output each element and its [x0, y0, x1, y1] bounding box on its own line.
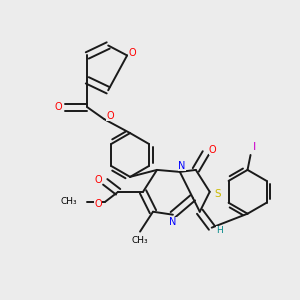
Text: O: O — [94, 175, 102, 185]
Text: O: O — [55, 102, 62, 112]
Text: O: O — [106, 111, 114, 121]
Text: O: O — [209, 145, 217, 155]
Text: CH₃: CH₃ — [132, 236, 148, 245]
Text: H: H — [216, 226, 223, 235]
Text: N: N — [178, 161, 185, 171]
Text: O: O — [94, 199, 102, 209]
Text: O: O — [128, 48, 136, 59]
Text: N: N — [169, 217, 177, 227]
Text: CH₃: CH₃ — [61, 197, 77, 206]
Text: S: S — [214, 189, 221, 199]
Text: I: I — [253, 142, 256, 152]
